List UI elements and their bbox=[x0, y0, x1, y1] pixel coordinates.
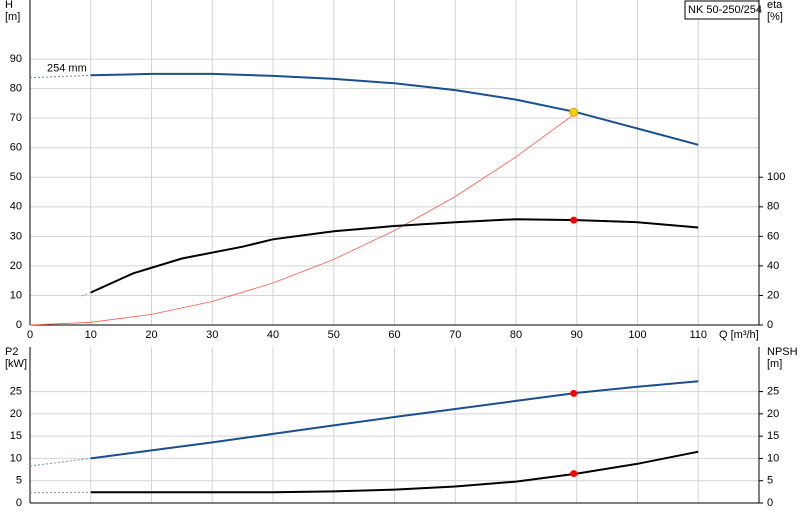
y2-axis-unit: [m] bbox=[767, 358, 782, 370]
y-tick-label: 90 bbox=[10, 53, 22, 65]
x-tick-label: 60 bbox=[388, 329, 400, 341]
curve bbox=[90, 218, 699, 294]
y2-tick-label: 10 bbox=[767, 452, 779, 464]
y-tick-label: 15 bbox=[10, 430, 22, 442]
x-tick-label: 40 bbox=[267, 329, 279, 341]
y-tick-label: 10 bbox=[10, 289, 22, 301]
x-tick-label: 50 bbox=[328, 329, 340, 341]
y-tick-label: 10 bbox=[10, 452, 22, 464]
y-tick-label: 60 bbox=[10, 142, 22, 154]
x-tick-label: 0 bbox=[27, 329, 33, 341]
curve bbox=[90, 72, 699, 146]
y2-tick-label: 5 bbox=[767, 475, 773, 487]
y2-tick-label: 20 bbox=[767, 408, 779, 420]
x-tick-label: 110 bbox=[689, 329, 707, 341]
y2-tick-label: 80 bbox=[767, 201, 779, 213]
y2-tick-label: 0 bbox=[767, 497, 773, 509]
annotation: 254 mm bbox=[47, 63, 87, 75]
curve bbox=[29, 74, 91, 79]
y-tick-label: 0 bbox=[16, 497, 22, 509]
y2-tick-label: 25 bbox=[767, 385, 779, 397]
duty-point bbox=[570, 216, 578, 224]
curve bbox=[29, 457, 91, 467]
curve bbox=[81, 292, 91, 297]
y2-tick-label: 60 bbox=[767, 230, 779, 242]
y-axis-label: H bbox=[5, 0, 13, 11]
y2-tick-label: 15 bbox=[767, 430, 779, 442]
x-tick-label: 80 bbox=[510, 329, 522, 341]
chart-title: NK 50-250/254 bbox=[688, 4, 762, 16]
x-tick-label: 10 bbox=[85, 329, 97, 341]
y-tick-label: 25 bbox=[10, 385, 22, 397]
duty-point bbox=[570, 470, 578, 478]
y-tick-label: 20 bbox=[10, 408, 22, 420]
title-box bbox=[684, 0, 760, 20]
x-axis-label: Q [m³/h] bbox=[719, 329, 759, 341]
duty-point bbox=[569, 107, 579, 117]
curve bbox=[90, 450, 699, 494]
curve bbox=[29, 111, 578, 326]
y-tick-label: 0 bbox=[16, 319, 22, 331]
x-tick-label: 20 bbox=[145, 329, 157, 341]
y-axis-unit: [m] bbox=[5, 11, 20, 23]
y-tick-label: 70 bbox=[10, 112, 22, 124]
y-axis-label: P2 bbox=[5, 346, 18, 358]
y-tick-label: 50 bbox=[10, 171, 22, 183]
y2-tick-label: 20 bbox=[767, 289, 779, 301]
y2-axis-label: eta bbox=[767, 0, 783, 11]
y2-tick-label: 0 bbox=[767, 319, 773, 331]
y-tick-label: 30 bbox=[10, 230, 22, 242]
y2-axis-label: NPSH bbox=[767, 346, 798, 358]
x-tick-label: 90 bbox=[571, 329, 583, 341]
curve bbox=[90, 380, 699, 460]
y2-tick-label: 100 bbox=[767, 171, 785, 183]
y-axis-unit: [kW] bbox=[5, 358, 27, 370]
y-tick-label: 5 bbox=[16, 475, 22, 487]
x-tick-label: 30 bbox=[206, 329, 218, 341]
y2-axis-unit: [%] bbox=[767, 11, 783, 23]
x-tick-label: 70 bbox=[449, 329, 461, 341]
y-tick-label: 40 bbox=[10, 201, 22, 213]
x-tick-label: 100 bbox=[628, 329, 646, 341]
y2-tick-label: 40 bbox=[767, 260, 779, 272]
y-tick-label: 80 bbox=[10, 83, 22, 95]
y-tick-label: 20 bbox=[10, 260, 22, 272]
duty-point bbox=[570, 389, 578, 397]
